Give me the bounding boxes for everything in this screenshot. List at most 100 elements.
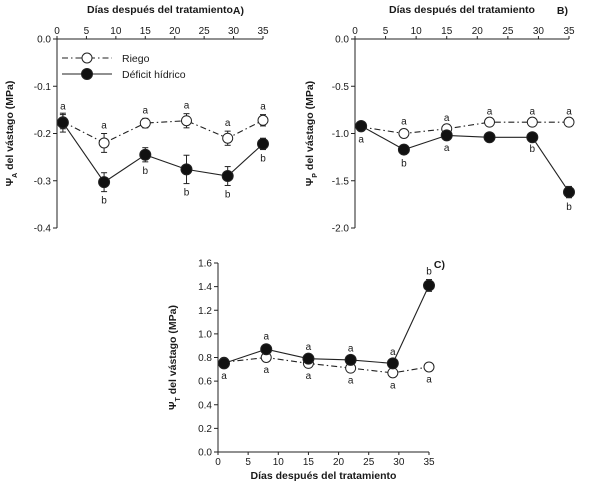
- x-tick-label: 25: [363, 457, 375, 468]
- x-tick-label: 25: [502, 26, 514, 37]
- legend-marker-deficit: [81, 68, 93, 80]
- point-riego: [398, 128, 410, 139]
- x-tick-label: 30: [393, 457, 405, 468]
- point-deficit: [221, 170, 234, 183]
- point-riego: [222, 132, 234, 144]
- significance-letter: a: [566, 106, 572, 117]
- y-tick-label: 0.6: [198, 377, 212, 388]
- significance-letter: a: [306, 371, 312, 382]
- significance-letter: a: [348, 343, 354, 354]
- significance-letter: a: [401, 117, 407, 128]
- x-tick-label: 20: [169, 26, 181, 37]
- y-tick-label: -0.2: [34, 129, 52, 140]
- y-tick-label: 1.0: [198, 329, 212, 340]
- significance-letter: b: [101, 196, 107, 207]
- x-tick-label: 15: [140, 26, 152, 37]
- point-riego: [563, 116, 575, 128]
- y-tick-label: 0.2: [198, 424, 212, 435]
- x-tick-label: 10: [411, 26, 423, 37]
- y-tick-label: -0.1: [34, 82, 52, 93]
- y-tick-label: -1.5: [332, 176, 350, 187]
- x-axis-label: Días después del tratamiento: [389, 4, 535, 16]
- point-riego: [484, 116, 496, 128]
- y-tick-label: 1.2: [198, 306, 212, 317]
- y-tick-label: -1.0: [332, 129, 350, 140]
- significance-letter: b: [426, 267, 432, 278]
- y-axis-label: ΨT del vástago (MPa): [167, 305, 182, 410]
- significance-letter: a: [263, 332, 269, 343]
- y-tick-label: 0.0: [335, 35, 349, 46]
- significance-letter: a: [390, 347, 396, 358]
- point-deficit: [218, 357, 231, 370]
- significance-letter: a: [101, 121, 107, 132]
- x-tick-label: 15: [303, 457, 315, 468]
- significance-letter: a: [444, 143, 450, 154]
- significance-letter: a: [221, 371, 227, 382]
- significance-letter: a: [487, 106, 493, 117]
- significance-letter: a: [390, 380, 396, 391]
- x-tick-label: 5: [84, 26, 90, 37]
- y-tick-label: 1.4: [198, 282, 212, 293]
- point-deficit: [344, 353, 357, 366]
- y-tick-label: -0.4: [34, 224, 52, 235]
- x-tick-label: 20: [472, 26, 484, 37]
- significance-letter: b: [530, 144, 536, 155]
- x-tick-label: 25: [199, 26, 211, 37]
- x-tick-label: 15: [441, 26, 453, 37]
- significance-letter: a: [306, 342, 312, 353]
- significance-letter: a: [426, 374, 432, 385]
- point-deficit: [386, 357, 399, 370]
- x-axis-label: Días después del tratamiento: [251, 470, 397, 482]
- point-deficit: [260, 343, 273, 356]
- point-riego: [526, 116, 538, 128]
- legend-label: Riego: [122, 53, 150, 65]
- significance-letter: b: [401, 158, 407, 169]
- point-deficit: [180, 163, 193, 176]
- significance-letter: a: [444, 113, 450, 124]
- point-riego: [423, 361, 435, 373]
- significance-letter: b: [184, 188, 190, 199]
- point-deficit: [526, 131, 539, 144]
- y-axis-label: ΨA del vástago (MPa): [4, 81, 19, 187]
- significance-letter: a: [260, 102, 266, 113]
- panel-c: 0 5 10 15 20 25 30 35 Días después del tratamien…: [167, 259, 445, 483]
- point-deficit: [257, 137, 269, 150]
- point-deficit: [397, 143, 410, 156]
- point-deficit: [423, 279, 435, 292]
- x-tick-label: 35: [257, 26, 269, 37]
- significance-letter: a: [358, 135, 364, 146]
- y-tick-label: 0.4: [198, 400, 212, 411]
- x-tick-label: 10: [273, 457, 285, 468]
- x-tick-label: 20: [333, 457, 345, 468]
- significance-letter: b: [566, 202, 572, 213]
- x-tick-label: 30: [533, 26, 545, 37]
- panel-label: B): [557, 5, 568, 17]
- point-riego: [257, 114, 269, 126]
- y-tick-label: 0.8: [198, 353, 212, 364]
- x-tick-label: 35: [423, 457, 435, 468]
- panel-b: 0 5 10 15 20 25 30 35 Días después del tratamien…: [304, 4, 575, 235]
- significance-letter: a: [143, 105, 149, 116]
- y-tick-label: 1.6: [198, 259, 212, 270]
- significance-letter: a: [184, 101, 190, 112]
- panel-label: A): [233, 5, 244, 17]
- point-deficit: [98, 176, 111, 189]
- series-line-riego: [62, 119, 264, 144]
- legend: Riego Déficit hídrico: [62, 52, 186, 81]
- x-tick-label: 10: [110, 26, 122, 37]
- legend-label: Déficit hídrico: [122, 69, 186, 81]
- x-tick-label: 5: [245, 457, 251, 468]
- x-tick-label: 0: [215, 457, 221, 468]
- significance-letter: a: [225, 118, 231, 129]
- significance-letter: a: [530, 106, 536, 117]
- significance-letter: b: [260, 154, 266, 165]
- significance-letter: b: [143, 166, 149, 177]
- x-tick-label: 0: [352, 26, 358, 37]
- point-deficit: [440, 129, 453, 142]
- y-axis-label: ΨP del vástago (MPa): [304, 81, 319, 186]
- point-deficit: [355, 119, 368, 132]
- significance-letter: a: [263, 365, 269, 376]
- panel-label: C): [434, 259, 445, 271]
- point-deficit: [563, 186, 575, 199]
